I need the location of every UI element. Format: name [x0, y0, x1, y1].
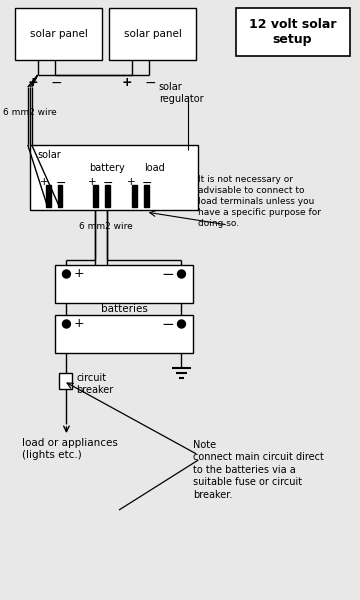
Bar [58, 185, 63, 207]
Bar [15, 8, 102, 60]
Text: −: − [145, 76, 157, 90]
Text: battery: battery [89, 163, 125, 173]
Circle shape [63, 320, 71, 328]
Bar [105, 185, 110, 207]
Text: batteries: batteries [100, 304, 147, 314]
Text: 12 volt solar
setup: 12 volt solar setup [249, 17, 336, 46]
Bar [93, 185, 98, 207]
Text: It is not necessary or
advisable to connect to
load terminals unless you
have a : It is not necessary or advisable to conn… [198, 175, 321, 229]
Text: −: − [141, 177, 152, 190]
Bar [236, 8, 350, 56]
Text: +: + [73, 267, 84, 280]
Text: +: + [40, 177, 49, 187]
Text: +: + [122, 76, 132, 89]
Bar [46, 185, 50, 207]
Text: Note
connect main circuit direct
to the batteries via a
suitable fuse or circuit: Note connect main circuit direct to the … [193, 440, 324, 500]
Bar [30, 145, 198, 210]
Text: 6 mm2 wire: 6 mm2 wire [79, 222, 133, 231]
Text: −: − [103, 177, 113, 190]
Text: solar
regulator: solar regulator [159, 82, 203, 104]
Circle shape [177, 270, 185, 278]
Bar [132, 185, 137, 207]
Text: −: − [51, 76, 62, 90]
Circle shape [63, 270, 71, 278]
Bar [55, 315, 193, 353]
Text: load or appliances
(lights etc.): load or appliances (lights etc.) [22, 438, 118, 460]
Text: +: + [88, 177, 96, 187]
Text: +: + [127, 177, 135, 187]
Text: circuit
breaker: circuit breaker [76, 373, 114, 395]
Text: +: + [27, 76, 38, 89]
Bar [144, 185, 149, 207]
Text: −: − [162, 267, 174, 282]
Text: load: load [144, 163, 165, 173]
Text: 6 mm2 wire: 6 mm2 wire [3, 108, 57, 117]
Text: −: − [55, 177, 66, 190]
Text: −: − [162, 317, 174, 332]
Bar [109, 8, 196, 60]
Text: solar panel: solar panel [124, 29, 182, 39]
Bar [59, 373, 72, 389]
Text: solar panel: solar panel [30, 29, 87, 39]
Circle shape [177, 320, 185, 328]
Text: solar: solar [38, 150, 62, 160]
Bar [55, 265, 193, 303]
Text: +: + [73, 317, 84, 330]
